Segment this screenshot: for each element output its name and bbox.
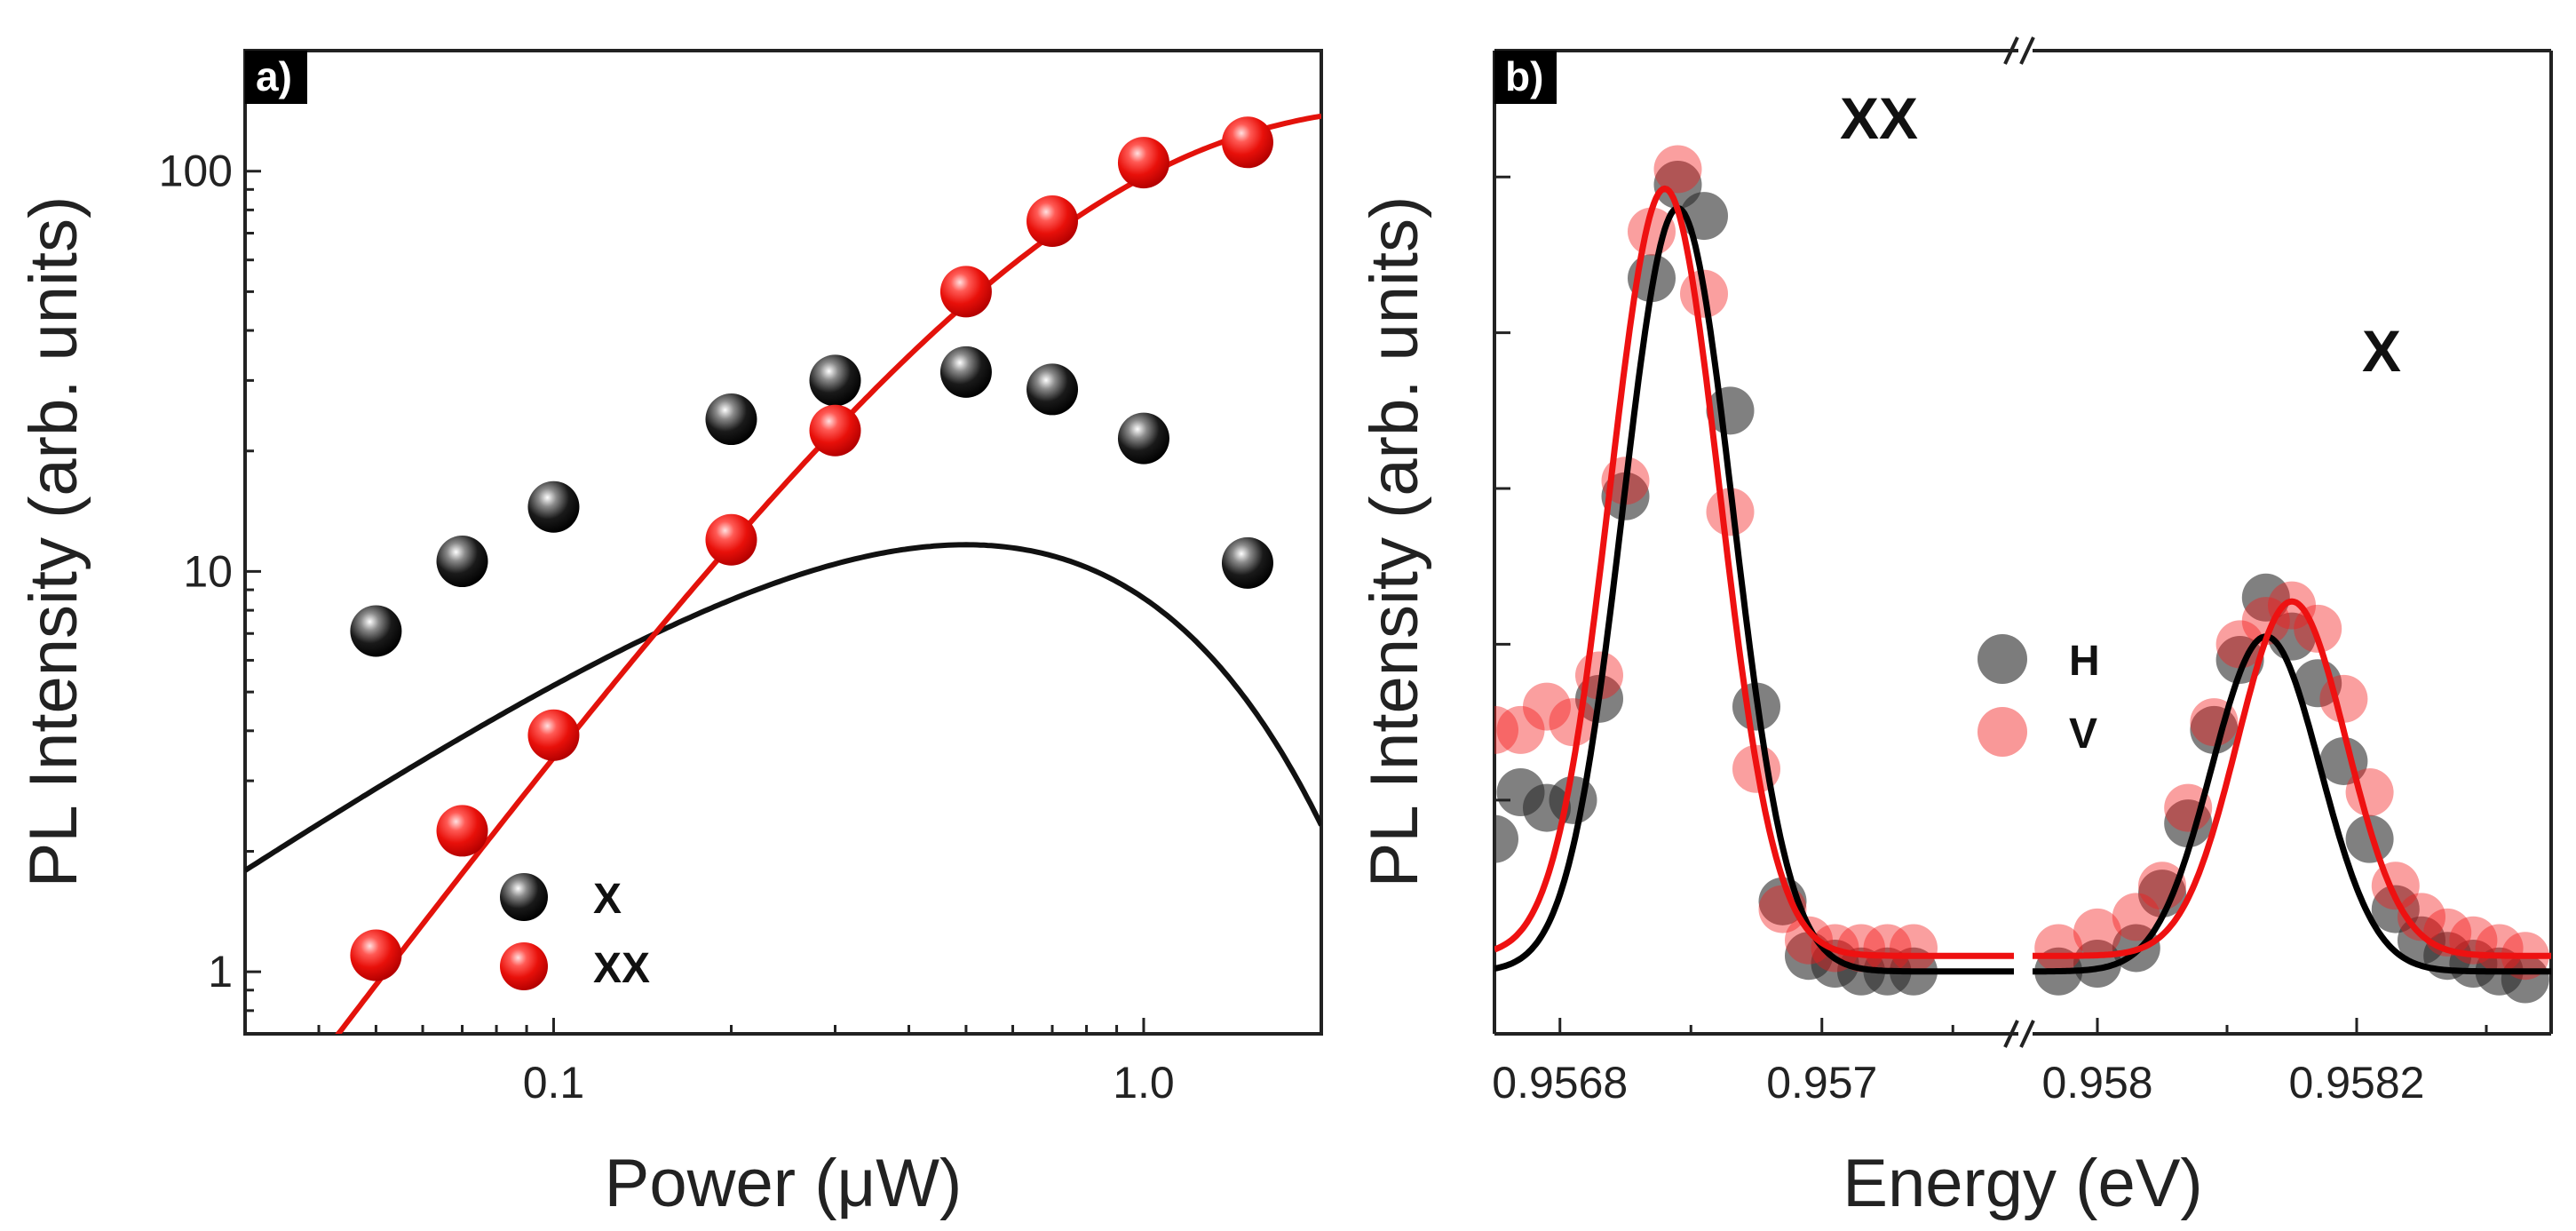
break-gap bbox=[2014, 915, 2025, 1004]
data-point-h bbox=[1549, 775, 1597, 824]
data-point-x bbox=[939, 345, 992, 398]
panel-b-plot-area bbox=[1494, 145, 2551, 1004]
panel-a-legend: X XX bbox=[500, 873, 650, 992]
data-point-xx bbox=[939, 266, 992, 318]
data-point-v bbox=[1496, 705, 1545, 754]
data-point-xx bbox=[1221, 116, 1273, 169]
panel-b-xlabel: Energy (eV) bbox=[1843, 1146, 2203, 1221]
data-point-v bbox=[1653, 145, 1702, 194]
legend-v-label: V bbox=[2069, 711, 2097, 758]
panel-b-xtick-label: 0.9582 bbox=[2289, 1058, 2425, 1108]
panel-a-ticks: 0.1 1.0 1 10 100 bbox=[159, 49, 1323, 1108]
data-point-xx bbox=[809, 404, 861, 457]
data-point-xx bbox=[1026, 195, 1079, 248]
fit-line-x bbox=[245, 542, 1321, 873]
panel-a: 0.1 1.0 1 10 100 a) Power (μW) PL Intensity … bbox=[16, 49, 1323, 1221]
data-point-v bbox=[1837, 924, 1885, 973]
panel-a-plot-area bbox=[245, 113, 1321, 1034]
legend-h-label: H bbox=[2069, 638, 2100, 685]
peak-label-xx: XX bbox=[1840, 85, 1918, 151]
panel-b-ticks: 0.9568 0.957 0.958 0.9582 bbox=[1492, 175, 2488, 1108]
legend-v-marker bbox=[1978, 707, 2027, 757]
panel-a-xtick-label: 0.1 bbox=[523, 1058, 585, 1108]
data-point-v bbox=[2319, 674, 2368, 723]
panel-b-xtick-label: 0.9568 bbox=[1492, 1058, 1628, 1108]
legend-xx-label: XX bbox=[593, 945, 650, 992]
data-point-v bbox=[2475, 924, 2524, 973]
panel-a-label: a) bbox=[256, 53, 292, 99]
data-point-v bbox=[2215, 620, 2264, 669]
data-point-v bbox=[1549, 698, 1597, 747]
panel-b-ylabel: PL Intensity (arb. units) bbox=[1357, 196, 1432, 888]
peak-label-x: X bbox=[2362, 318, 2401, 384]
panel-b-label: b) bbox=[1505, 53, 1543, 99]
data-point-xx bbox=[1117, 137, 1169, 189]
data-point-xx bbox=[350, 929, 402, 981]
fit-line-h-fit bbox=[1494, 204, 2018, 975]
data-point-h bbox=[2345, 814, 2394, 863]
data-point-v bbox=[1890, 924, 1938, 973]
data-point-v bbox=[2034, 924, 2083, 973]
fit-line-v-fit bbox=[2033, 598, 2551, 959]
panel-a-ylabel: PL Intensity (arb. units) bbox=[16, 196, 91, 888]
panel-b-xtick-label: 0.958 bbox=[2041, 1058, 2152, 1108]
panel-a-xlabel: Power (μW) bbox=[605, 1146, 963, 1221]
legend-x-label: X bbox=[593, 876, 622, 923]
data-point-xx bbox=[527, 709, 580, 761]
data-point-x bbox=[350, 605, 402, 657]
panel-b-fits bbox=[1494, 185, 2551, 975]
panel-a-frame bbox=[243, 49, 1323, 1036]
data-point-x bbox=[705, 393, 757, 446]
data-point-v bbox=[2073, 908, 2121, 957]
data-point-x bbox=[1221, 536, 1273, 589]
data-point-h bbox=[2501, 955, 2549, 1004]
data-point-v bbox=[2268, 581, 2316, 630]
panel-b-legend: H V bbox=[1978, 634, 2100, 758]
data-point-v bbox=[1494, 705, 1518, 754]
data-point-xx bbox=[436, 805, 488, 857]
fit-line-v-fit bbox=[1494, 185, 2018, 959]
data-point-v bbox=[1785, 916, 1833, 965]
data-point-v bbox=[2112, 893, 2160, 941]
data-point-h bbox=[2138, 870, 2186, 918]
data-point-x bbox=[1026, 363, 1079, 416]
legend-x-marker bbox=[500, 873, 548, 921]
data-point-x bbox=[1117, 412, 1169, 465]
legend-h-marker bbox=[1978, 634, 2027, 684]
fit-line-h-fit bbox=[2033, 633, 2551, 975]
panel-a-label-box bbox=[245, 51, 307, 104]
axis-break-marks bbox=[2003, 36, 2035, 1048]
panel-a-ytick-label: 1 bbox=[208, 947, 233, 997]
data-point-x bbox=[436, 536, 488, 588]
data-point-v bbox=[1523, 682, 1571, 731]
data-point-v bbox=[2398, 893, 2445, 941]
legend-xx-marker bbox=[500, 942, 548, 990]
data-point-x bbox=[809, 354, 861, 407]
data-point-xx bbox=[705, 513, 757, 566]
panel-a-ytick-label: 10 bbox=[183, 546, 233, 596]
panel-b-label-box bbox=[1494, 51, 1557, 104]
data-point-x bbox=[527, 480, 580, 533]
panel-b-xtick-label: 0.957 bbox=[1766, 1058, 1877, 1108]
panel-b: 0.9568 0.957 0.958 0.9582 b) Energy (eV) PL… bbox=[1357, 36, 2553, 1221]
data-point-v bbox=[1863, 924, 1912, 973]
panel-a-ytick-label: 100 bbox=[159, 147, 233, 196]
panel-a-points bbox=[350, 116, 1273, 981]
data-point-h bbox=[1494, 814, 1518, 863]
panel-a-xtick-label: 1.0 bbox=[1113, 1058, 1175, 1108]
